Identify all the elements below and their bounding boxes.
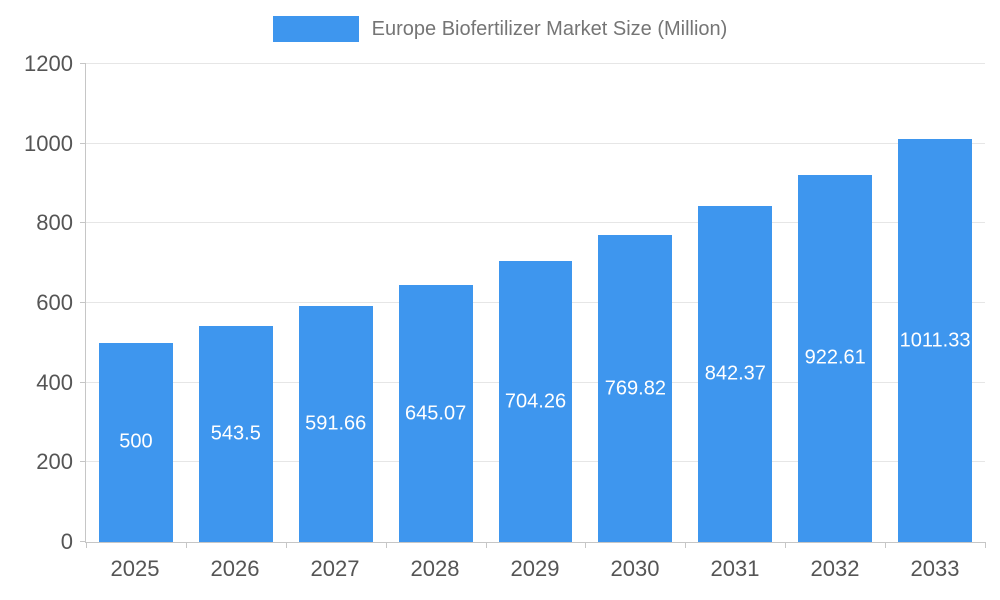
x-axis-label: 2033 bbox=[910, 556, 960, 581]
gridline bbox=[86, 222, 985, 224]
y-axis-tick bbox=[80, 381, 86, 383]
x-axis-tick bbox=[86, 542, 87, 548]
y-axis-label: 600 bbox=[36, 290, 73, 315]
bar-value-label: 842.37 bbox=[704, 362, 766, 385]
bar-slot: 591.66 bbox=[286, 64, 386, 542]
bar-2032[interactable]: 922.61 bbox=[798, 174, 873, 542]
bar-2029[interactable]: 704.26 bbox=[498, 261, 573, 542]
bar-2027[interactable]: 591.66 bbox=[298, 306, 373, 542]
bar-slot: 922.61 bbox=[785, 64, 885, 542]
x-axis-label: 2026 bbox=[210, 556, 260, 581]
bar-slot: 500 bbox=[86, 64, 186, 542]
bar-slot: 543.5 bbox=[186, 64, 286, 542]
y-axis-tick bbox=[80, 222, 86, 224]
bar-slot: 842.37 bbox=[685, 64, 785, 542]
y-axis-label: 800 bbox=[36, 210, 73, 236]
y-axis-label: 400 bbox=[36, 369, 73, 395]
x-axis-tick bbox=[685, 542, 687, 548]
x-axis-label: 2030 bbox=[610, 556, 660, 581]
x-axis-tick bbox=[485, 542, 487, 548]
bar-value-label: 645.07 bbox=[405, 402, 467, 425]
x-axis-tick bbox=[985, 542, 986, 548]
y-axis-tick bbox=[80, 302, 86, 303]
y-axis-label: 200 bbox=[36, 449, 73, 475]
y-axis-label: 1000 bbox=[24, 130, 73, 156]
bar-value-label: 591.66 bbox=[305, 412, 367, 435]
bar-value-label: 704.26 bbox=[504, 390, 567, 413]
bar-2026[interactable]: 543.5 bbox=[198, 325, 273, 542]
bar-slot: 1011.33 bbox=[885, 64, 985, 542]
y-axis-tick bbox=[80, 63, 86, 64]
gridline bbox=[86, 142, 985, 144]
x-axis-tick bbox=[185, 542, 187, 548]
x-axis-tick bbox=[585, 542, 587, 548]
y-axis: 0 200 400 600 800 1000 1200 bbox=[24, 53, 985, 553]
bar-2033[interactable]: 1011.33 bbox=[898, 139, 973, 542]
bar-value-label: 500 bbox=[119, 430, 153, 453]
legend-label: Europe Biofertilizer Market Size (Millio… bbox=[371, 17, 728, 40]
y-axis-tick bbox=[80, 541, 86, 542]
bar-2025[interactable]: 500 bbox=[98, 342, 173, 542]
bars-layer: 500 543.5 591.66 645.07 704.26 769.82 842.37 92… bbox=[86, 64, 985, 542]
bar-value-label: 543.5 bbox=[210, 422, 261, 445]
bar-slot: 769.82 bbox=[585, 64, 685, 542]
gridline bbox=[86, 63, 985, 64]
x-axis-tick bbox=[285, 542, 287, 548]
bar-value-label: 769.82 bbox=[604, 377, 666, 400]
bar-2030[interactable]: 769.82 bbox=[598, 235, 673, 542]
x-axis-label: 2032 bbox=[810, 556, 860, 581]
x-axis-label: 2028 bbox=[410, 556, 460, 581]
x-axis-tick bbox=[885, 542, 887, 548]
bar-2031[interactable]: 842.37 bbox=[698, 206, 773, 542]
plot-area: 0 200 400 600 800 1000 1200 500 543.5 591.66 645.… bbox=[24, 53, 986, 553]
x-axis-tick bbox=[385, 542, 387, 548]
x-axis-label: 2027 bbox=[310, 556, 360, 581]
y-axis-label: 0 bbox=[60, 529, 73, 554]
bar-value-label: 922.61 bbox=[804, 346, 866, 369]
y-axis-label: 1200 bbox=[24, 51, 73, 76]
x-axis-label: 2031 bbox=[710, 556, 760, 581]
bar-value-label: 1011.33 bbox=[899, 329, 971, 352]
y-axis-tick bbox=[80, 142, 86, 144]
x-axis-label: 2029 bbox=[510, 556, 560, 581]
bar-slot: 704.26 bbox=[486, 64, 586, 542]
x-axis: 2025 2026 2027 2028 2029 2030 2031 2032 2033 bbox=[85, 556, 985, 582]
chart-legend[interactable]: Europe Biofertilizer Market Size (Millio… bbox=[0, 16, 1000, 42]
y-axis-tick bbox=[80, 461, 86, 463]
bar-slot: 645.07 bbox=[386, 64, 486, 542]
x-axis-tick bbox=[785, 542, 787, 548]
x-axis-label: 2025 bbox=[110, 556, 160, 581]
legend-swatch-icon bbox=[272, 16, 359, 42]
bar-2028[interactable]: 645.07 bbox=[398, 285, 473, 542]
